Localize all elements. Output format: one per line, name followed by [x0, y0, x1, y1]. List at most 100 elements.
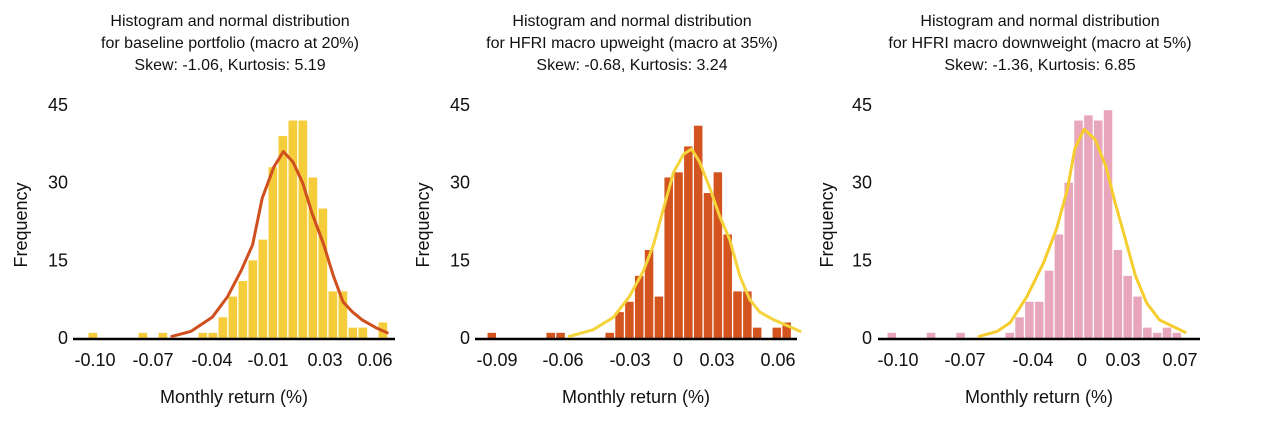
histogram-bar — [138, 332, 148, 338]
histogram-bar — [1143, 327, 1152, 338]
histogram-bar — [258, 239, 268, 338]
x-tick-label: -0.07 — [944, 350, 985, 370]
x-axis-label: Monthly return (%) — [160, 387, 308, 407]
y-tick-label: 0 — [460, 328, 470, 348]
histogram-bar — [238, 281, 248, 338]
histogram-bar — [487, 332, 497, 338]
histogram-bar — [887, 332, 897, 338]
histogram-bar — [1074, 120, 1083, 339]
histogram-bar — [644, 249, 654, 338]
normal-fit-curve — [567, 147, 802, 338]
histogram-bar — [308, 177, 318, 338]
histogram-bar — [625, 301, 634, 338]
histogram-bar — [358, 327, 368, 338]
histogram-bar — [743, 291, 752, 338]
histogram-bar — [298, 120, 308, 339]
histogram-bar — [684, 146, 693, 338]
y-tick-label: 45 — [48, 95, 68, 115]
histogram-bar — [674, 172, 683, 338]
histogram-bar — [318, 208, 328, 338]
histogram-bar — [956, 332, 965, 338]
y-tick-label: 45 — [450, 95, 470, 115]
histogram-bar — [1172, 332, 1182, 338]
y-tick-label: 30 — [852, 173, 872, 193]
histogram-bar — [198, 332, 208, 338]
chart-title-line: Histogram and normal distribution — [920, 13, 1159, 30]
chart-title-line: Histogram and normal distribution — [512, 13, 751, 30]
chart-title-line: Skew: -0.68, Kurtosis: 3.24 — [536, 57, 727, 74]
histogram-bar — [1054, 234, 1064, 338]
histogram-bar — [1044, 270, 1054, 338]
histogram-bar — [1123, 275, 1132, 338]
x-tick-label: 0.06 — [760, 350, 795, 370]
y-axis-label: Frequency — [817, 182, 837, 267]
histogram-bar — [1034, 301, 1044, 338]
x-axis-label: Monthly return (%) — [965, 387, 1113, 407]
x-tick-label: -0.01 — [247, 350, 288, 370]
histogram-bar — [1015, 317, 1024, 338]
histogram-bar — [654, 296, 664, 338]
histogram-bar — [88, 332, 98, 338]
histogram-bar — [546, 332, 556, 338]
x-axis-label: Monthly return (%) — [562, 387, 710, 407]
histogram-bar — [1133, 296, 1142, 338]
chart-title-line: Skew: -1.06, Kurtosis: 5.19 — [134, 57, 325, 74]
x-tick-label: -0.04 — [191, 350, 232, 370]
x-tick-label: -0.07 — [132, 350, 173, 370]
x-tick-label: -0.10 — [877, 350, 918, 370]
x-tick-label: -0.03 — [609, 350, 650, 370]
y-tick-label: 15 — [852, 250, 872, 270]
x-tick-label: -0.09 — [476, 350, 517, 370]
x-tick-label: 0.03 — [307, 350, 342, 370]
histogram-bar — [634, 275, 644, 338]
histogram-bar — [1093, 120, 1103, 339]
histogram-bar — [328, 291, 338, 338]
x-tick-label: -0.06 — [542, 350, 583, 370]
histogram-bar — [733, 291, 742, 338]
y-tick-label: 15 — [48, 250, 68, 270]
x-tick-label: 0.03 — [699, 350, 734, 370]
histogram-bar — [664, 177, 673, 338]
histogram-bar — [723, 234, 732, 338]
chart-title-line: for HFRI macro upweight (macro at 35%) — [486, 35, 778, 52]
histogram-bar — [782, 322, 791, 338]
chart-title-line: Histogram and normal distribution — [110, 13, 349, 30]
chart-2: Histogram and normal distribution for HFR… — [413, 13, 802, 407]
x-tick-label: 0 — [1077, 350, 1087, 370]
histogram-bar — [1005, 332, 1014, 338]
histogram-bar — [1152, 332, 1162, 338]
histogram-bar — [615, 312, 624, 338]
histogram-bar — [693, 125, 703, 338]
y-tick-label: 0 — [58, 328, 68, 348]
histogram-bar — [1064, 182, 1073, 338]
histogram-bar — [288, 120, 298, 339]
y-tick-label: 15 — [450, 250, 470, 270]
histogram-bar — [703, 193, 713, 338]
y-tick-label: 45 — [852, 95, 872, 115]
y-axis-label: Frequency — [11, 182, 31, 267]
x-tick-label: 0.03 — [1105, 350, 1140, 370]
x-tick-label: -0.10 — [74, 350, 115, 370]
histogram-bar — [268, 167, 278, 338]
chart-title-line: for baseline portfolio (macro at 20%) — [101, 35, 359, 52]
histogram-bar — [1103, 110, 1113, 338]
histogram-bar — [228, 296, 238, 338]
normal-fit-curve — [170, 150, 389, 338]
histogram-bar — [338, 291, 348, 338]
histogram-bar — [752, 327, 762, 338]
histogram-bar — [278, 136, 288, 338]
histogram-bar — [248, 260, 258, 338]
histogram-bar — [1025, 301, 1034, 338]
y-tick-label: 30 — [450, 173, 470, 193]
histogram-bar — [1162, 327, 1172, 338]
y-axis-label: Frequency — [413, 182, 433, 267]
x-tick-label: -0.04 — [1012, 350, 1053, 370]
histogram-bar — [1113, 249, 1123, 338]
histogram-bar — [772, 327, 782, 338]
x-tick-label: 0.06 — [357, 350, 392, 370]
chart-3: Histogram and normal distribution for HFR… — [817, 13, 1200, 407]
histogram-bar — [218, 317, 228, 338]
chart-1: Histogram and normal distribution for bas… — [11, 13, 395, 407]
histogram-bar — [926, 332, 936, 338]
x-tick-label: 0.07 — [1162, 350, 1197, 370]
